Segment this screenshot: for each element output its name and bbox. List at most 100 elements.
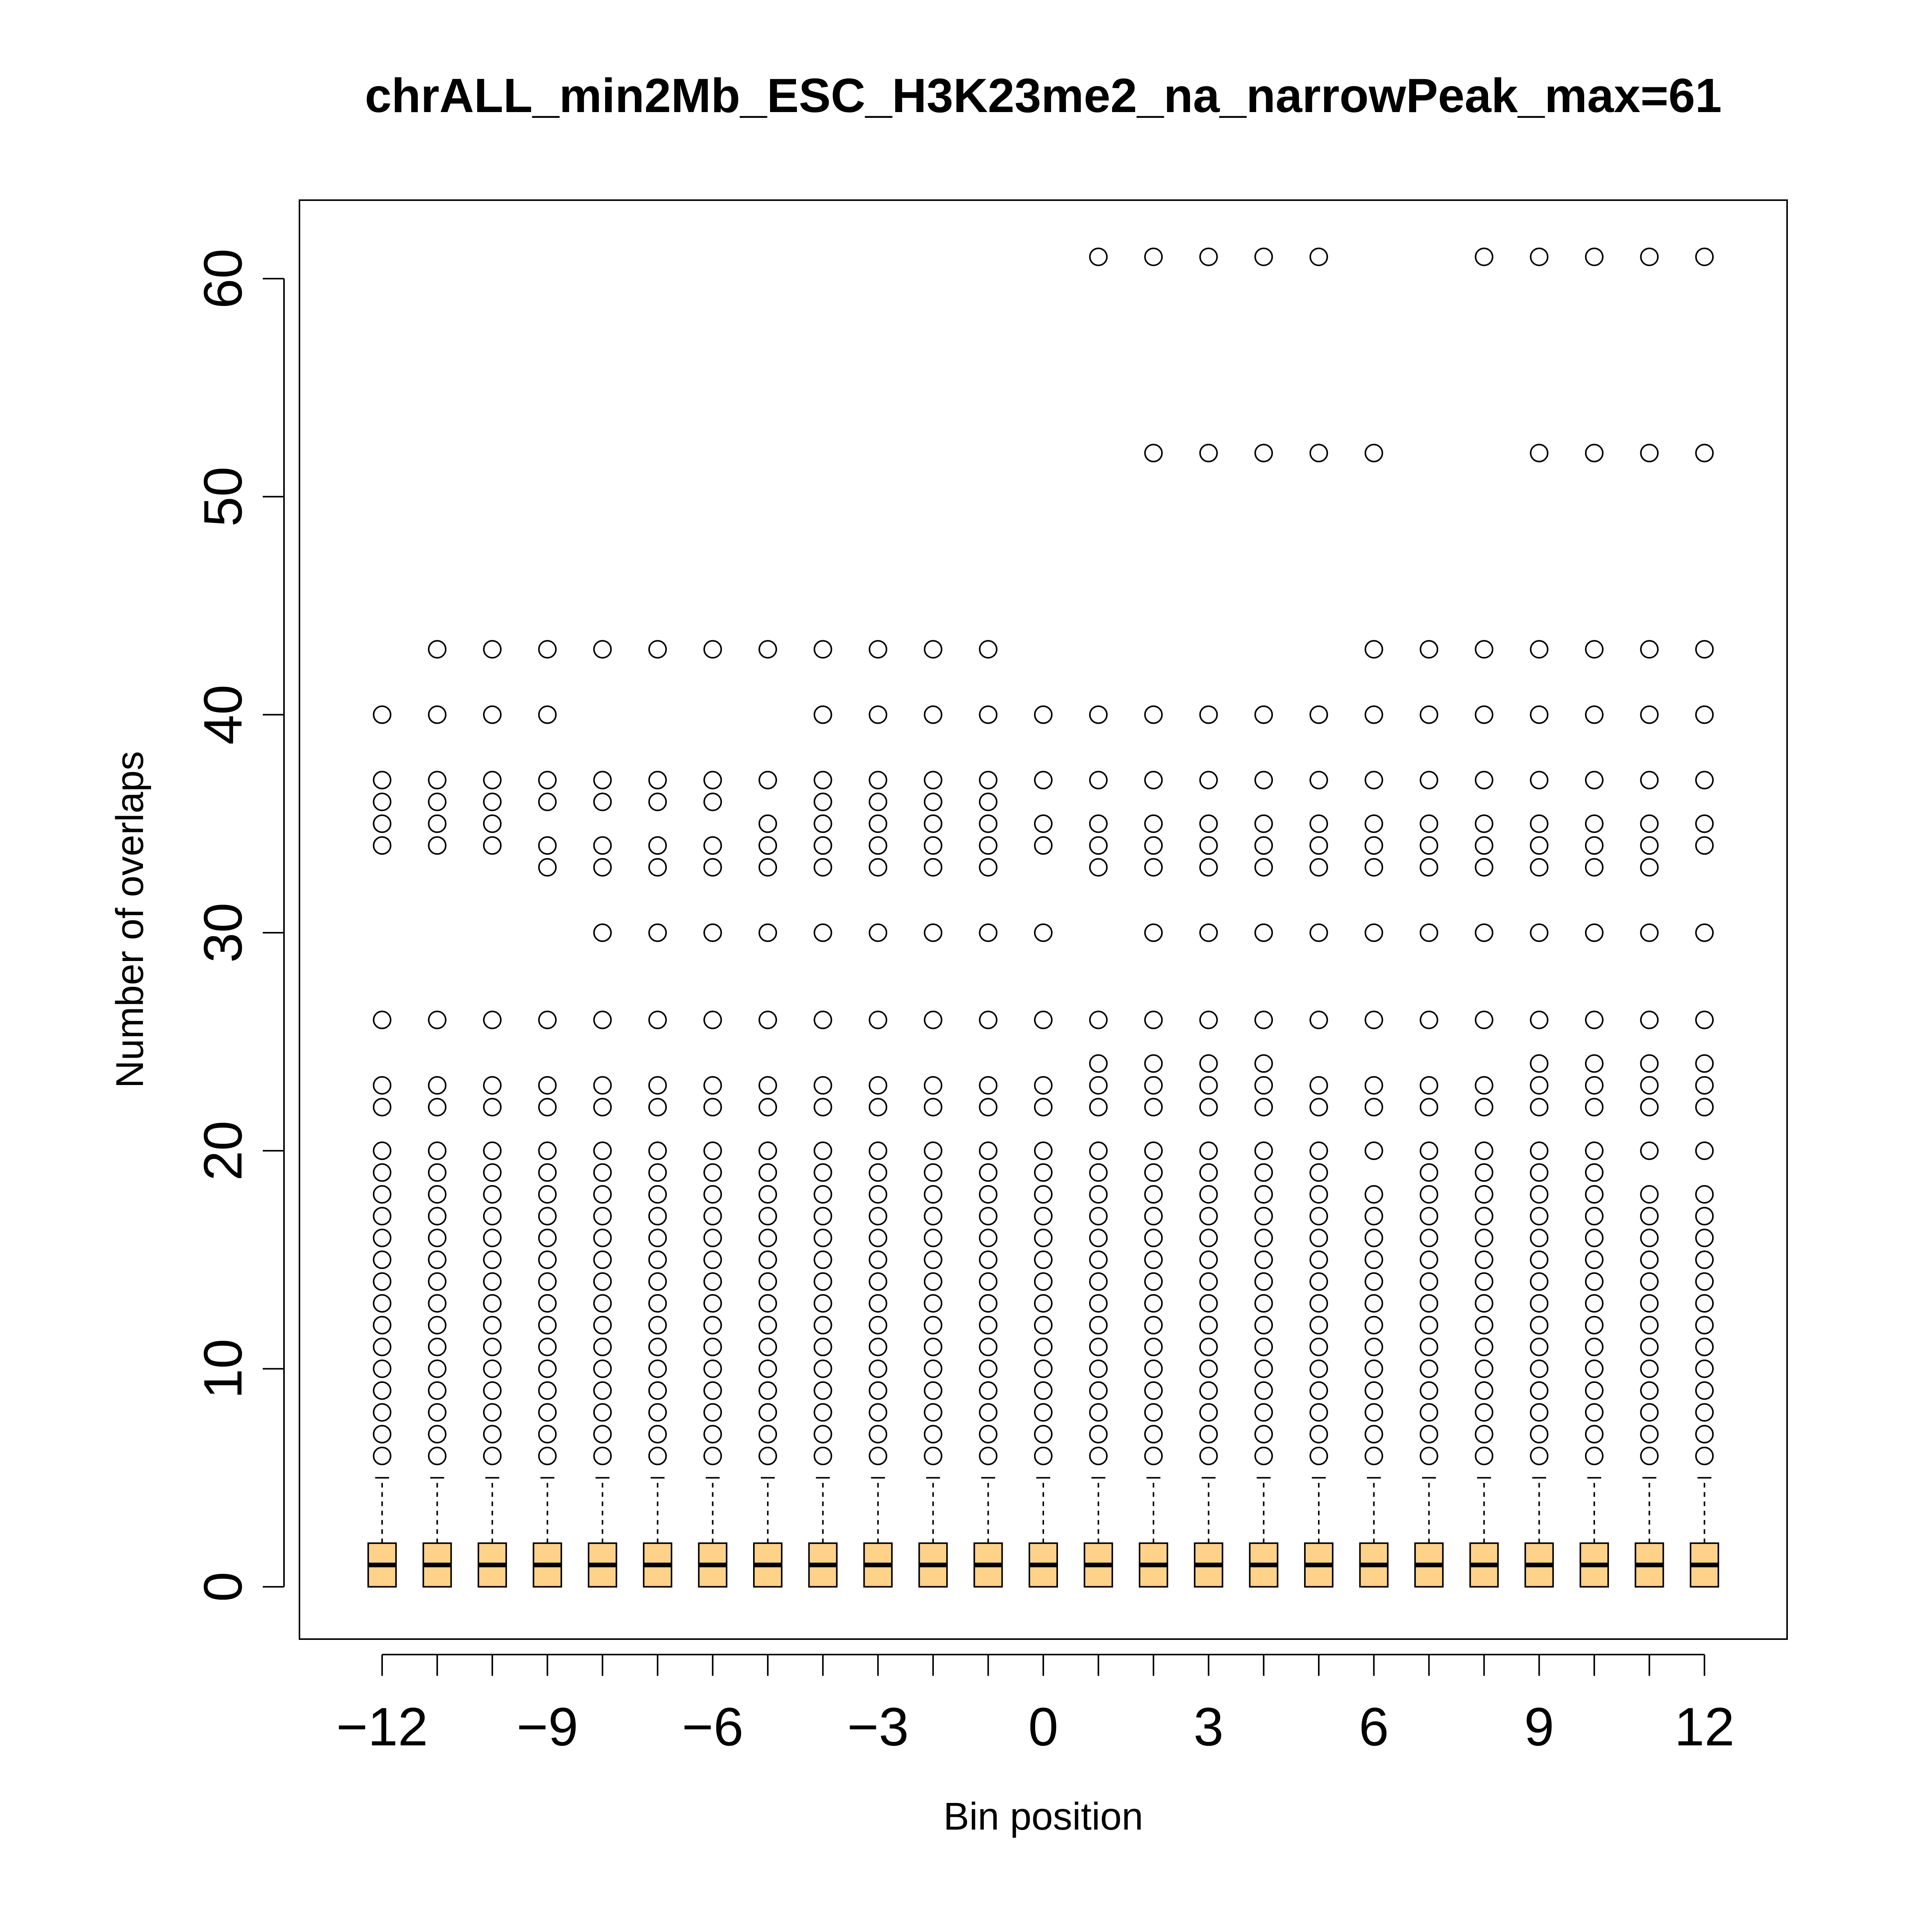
outlier-point	[483, 1403, 502, 1422]
outlier-point	[923, 1447, 942, 1466]
outlier-point	[1199, 1381, 1218, 1400]
outlier-point	[759, 858, 777, 877]
outlier-point	[1199, 1294, 1218, 1313]
outlier-point	[538, 1337, 557, 1356]
outlier-point	[1420, 858, 1439, 877]
outlier-point	[1309, 444, 1328, 463]
outlier-point	[593, 858, 612, 877]
outlier-point	[538, 1381, 557, 1400]
x-tick-label: 12	[1674, 1696, 1735, 1757]
outlier-point	[1254, 1010, 1273, 1029]
plot-area	[367, 247, 1719, 1588]
outlier-point	[923, 770, 942, 789]
x-tick-label: 3	[1194, 1696, 1224, 1757]
outlier-point	[979, 923, 998, 942]
outlier-point	[1364, 770, 1383, 789]
outlier-point	[1640, 1250, 1659, 1269]
outlier-point	[538, 640, 557, 659]
outlier-point	[372, 1207, 391, 1226]
outlier-point	[1034, 1076, 1053, 1095]
outlier-point	[1254, 1163, 1273, 1182]
outlier-point	[923, 1250, 942, 1269]
outlier-point	[1309, 923, 1328, 942]
outlier-point	[648, 770, 667, 789]
outlier-point	[1089, 1141, 1108, 1160]
outlier-point	[1585, 1272, 1604, 1291]
outlier-point	[869, 1316, 888, 1335]
outlier-point	[1034, 1185, 1053, 1204]
outlier-point	[1530, 1250, 1549, 1269]
outlier-point	[813, 1185, 832, 1204]
outlier-point	[483, 640, 502, 659]
outlier-point	[1420, 1447, 1439, 1466]
outlier-point	[1309, 1337, 1328, 1356]
y-axis-label: Number of overlaps	[108, 751, 151, 1088]
outlier-point	[1309, 1294, 1328, 1313]
outlier-point	[759, 1337, 777, 1356]
outlier-point	[538, 1425, 557, 1444]
outlier-point	[923, 1098, 942, 1117]
outlier-point	[1420, 1076, 1439, 1095]
outlier-point	[1144, 1250, 1163, 1269]
outlier-point	[923, 1207, 942, 1226]
outlier-point	[428, 1403, 447, 1422]
x-tick-label: −3	[847, 1696, 909, 1757]
outlier-point	[1309, 1010, 1328, 1029]
outlier-point	[1420, 836, 1439, 855]
outlier-point	[869, 1425, 888, 1444]
outlier-point	[1034, 1010, 1053, 1029]
outlier-point	[1695, 1316, 1714, 1335]
outlier-point	[1254, 836, 1273, 855]
outlier-point	[979, 793, 998, 811]
outlier-point	[1475, 247, 1493, 266]
outlier-point	[1530, 814, 1549, 833]
outlier-point	[703, 1185, 722, 1204]
outlier-point	[1585, 705, 1604, 724]
y-tick-label: 10	[192, 1338, 253, 1399]
outlier-point	[1475, 1207, 1493, 1226]
outlier-point	[703, 1163, 722, 1182]
outlier-point	[1199, 1141, 1218, 1160]
outlier-point	[1199, 1207, 1218, 1226]
outlier-point	[1254, 1207, 1273, 1226]
outlier-point	[1585, 1403, 1604, 1422]
outlier-point	[1034, 1447, 1053, 1466]
outlier-point	[1695, 1207, 1714, 1226]
outlier-point	[813, 640, 832, 659]
outlier-point	[428, 1076, 447, 1095]
outlier-point	[703, 1250, 722, 1269]
outlier-point	[1144, 1425, 1163, 1444]
outlier-point	[1144, 858, 1163, 877]
outlier-point	[759, 1425, 777, 1444]
outlier-point	[923, 1272, 942, 1291]
outlier-point	[1585, 1163, 1604, 1182]
outlier-point	[372, 1076, 391, 1095]
outlier-point	[1420, 1141, 1439, 1160]
outlier-point	[1420, 770, 1439, 789]
outlier-point	[923, 836, 942, 855]
outlier-point	[1144, 923, 1163, 942]
outlier-point	[538, 705, 557, 724]
outlier-point	[1199, 247, 1218, 266]
outlier-point	[648, 858, 667, 877]
outlier-point	[1585, 1141, 1604, 1160]
outlier-point	[1695, 1098, 1714, 1117]
outlier-point	[703, 1403, 722, 1422]
outlier-point	[538, 1316, 557, 1335]
outlier-point	[813, 1076, 832, 1095]
outlier-point	[1640, 1316, 1659, 1335]
outlier-point	[759, 1381, 777, 1400]
outlier-point	[1475, 1316, 1493, 1335]
outlier-point	[372, 1425, 391, 1444]
outlier-point	[1089, 1207, 1108, 1226]
outlier-point	[979, 1163, 998, 1182]
outlier-point	[1254, 1228, 1273, 1247]
outlier-point	[869, 640, 888, 659]
outlier-point	[593, 1207, 612, 1226]
outlier-point	[1199, 1316, 1218, 1335]
y-tick-label: 50	[192, 467, 253, 527]
outlier-point	[483, 1207, 502, 1226]
outlier-point	[1364, 1337, 1383, 1356]
outlier-point	[1640, 1076, 1659, 1095]
y-tick-label: 60	[192, 248, 253, 309]
